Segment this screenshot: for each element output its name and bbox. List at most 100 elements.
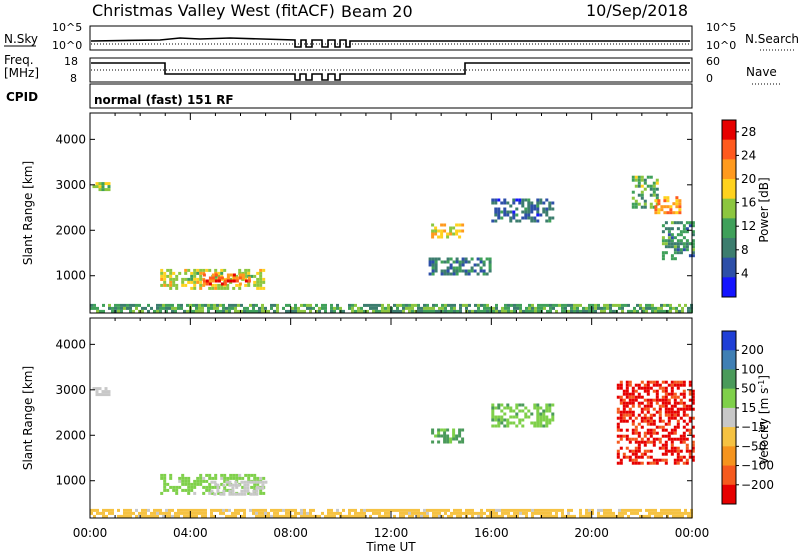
scatter-cell [664, 428, 668, 432]
scatter-cell [492, 514, 495, 518]
scatter-cell [663, 309, 666, 313]
scatter-cell [446, 232, 450, 236]
scatter-cell [627, 508, 630, 512]
scatter-cell [537, 511, 540, 515]
scatter-cell [573, 309, 576, 313]
scatter-cell [691, 230, 695, 234]
scatter-cell [444, 309, 447, 313]
scatter-cell [495, 309, 498, 313]
scatter-cell [166, 274, 170, 278]
scatter-cell [241, 485, 245, 489]
scatter-cell [208, 485, 212, 489]
scatter-cell [645, 303, 648, 307]
scatter-cell [205, 282, 209, 286]
scatter-cell [150, 306, 153, 310]
scatter-cell [640, 395, 644, 399]
scatter-cell [533, 216, 537, 220]
scatter-cell [542, 210, 546, 214]
scatter-cell [634, 383, 638, 387]
scatter-cell [536, 213, 540, 217]
scatter-cell [545, 198, 549, 202]
scatter-cell [256, 277, 260, 281]
scatter-cell [503, 418, 507, 422]
scatter-cell [432, 303, 435, 307]
scatter-cell [640, 386, 644, 390]
scatter-cell [196, 280, 200, 284]
scatter-cell [654, 306, 657, 310]
scatter-cell [634, 452, 638, 456]
scatter-cell [664, 245, 668, 249]
scatter-cell [673, 380, 677, 384]
scatter-cell [682, 461, 686, 465]
scatter-cell [231, 306, 234, 310]
scatter-cell [536, 210, 540, 214]
scatter-cell [175, 488, 179, 492]
scatter-cell [405, 511, 408, 515]
scatter-cell [214, 273, 218, 277]
scatter-cell [291, 508, 294, 512]
scatter-cell [333, 514, 336, 518]
scatter-cell [250, 473, 254, 477]
scatter-cell [670, 242, 674, 246]
scatter-cell [524, 213, 528, 217]
scatter-cell [470, 266, 474, 270]
scatter-cell [631, 461, 635, 465]
scatter-cell [452, 437, 456, 441]
scatter-cell [231, 489, 235, 493]
scatter-cell [579, 508, 582, 512]
scatter-cell [207, 309, 210, 313]
scatter-cell [637, 395, 641, 399]
scatter-cell [479, 269, 483, 273]
scatter-cell [153, 508, 156, 512]
scatter-cell [189, 303, 192, 307]
scatter-cell [619, 383, 623, 387]
scatter-cell [500, 409, 504, 413]
scatter-cell [675, 514, 678, 518]
scatter-cell [528, 309, 531, 313]
scatter-cell [261, 508, 264, 512]
scatter-cell [190, 277, 194, 281]
scatter-cell [431, 232, 435, 236]
scatter-cell [637, 392, 641, 396]
scatter-cell [229, 473, 233, 477]
scatter-cell [402, 514, 405, 518]
scatter-cell [494, 415, 498, 419]
scatter-cell [387, 309, 390, 313]
scatter-cell [545, 424, 549, 428]
scatter-cell [588, 511, 591, 515]
scatter-cell [669, 211, 673, 215]
scatter-cell [688, 242, 692, 246]
scatter-cell [267, 511, 270, 515]
scatter-cell [426, 511, 429, 515]
scatter-cell [453, 306, 456, 310]
scatter-cell [462, 303, 465, 307]
scatter-cell [528, 508, 531, 512]
scatter-cell [631, 392, 635, 396]
scatter-cell [363, 508, 366, 512]
scatter-cell [123, 306, 126, 310]
scatter-cell [506, 213, 510, 217]
scatter-cell [643, 413, 647, 417]
scatter-cell [685, 227, 689, 231]
scatter-cell [634, 202, 638, 206]
scatter-cell [220, 482, 224, 486]
scatter-cell [198, 306, 201, 310]
scatter-cell [306, 306, 309, 310]
scatter-cell [682, 392, 686, 396]
scatter-cell [682, 230, 686, 234]
scatter-cell [682, 440, 686, 444]
scatter-cell [492, 306, 495, 310]
scatter-cell [431, 269, 435, 273]
scatter-cell [477, 303, 480, 307]
scatter-cell [246, 309, 249, 313]
scatter-cell [144, 511, 147, 515]
scatter-cell [600, 309, 603, 313]
scatter-cell [597, 306, 600, 310]
scatter-cell [102, 508, 105, 512]
scatter-cell [585, 511, 588, 515]
scatter-cell [438, 508, 441, 512]
scatter-cell [387, 303, 390, 307]
scatter-cell [682, 224, 686, 228]
scatter-cell [678, 208, 682, 212]
scatter-cell [498, 508, 501, 512]
